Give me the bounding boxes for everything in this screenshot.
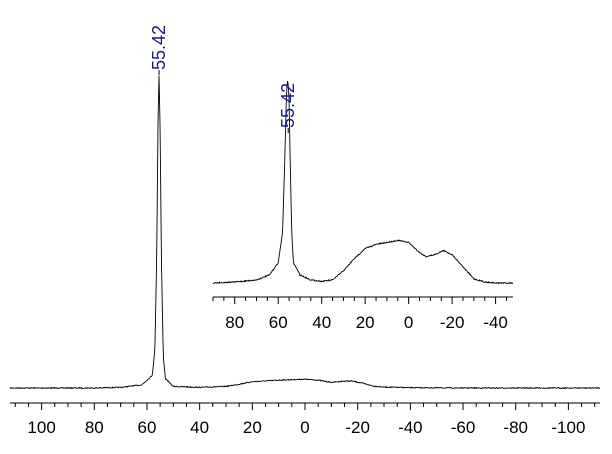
inset-tick-label: 60 xyxy=(269,313,288,332)
main-tick-label: 0 xyxy=(300,418,309,437)
main-tick-label: -20 xyxy=(345,418,370,437)
main-tick-label: -80 xyxy=(503,418,528,437)
inset-tick-label: -20 xyxy=(440,313,465,332)
inset-tick-label: 40 xyxy=(312,313,331,332)
main-tick-label: 60 xyxy=(138,418,157,437)
main-spectrum-plot: 100 80 60 40 20 0 -20 -40 -60 -80 -100 55.42 xyxy=(9,25,601,437)
main-tick-label: -100 xyxy=(551,418,585,437)
main-spectrum-line xyxy=(9,75,601,390)
main-tick-label: -60 xyxy=(451,418,476,437)
main-tick-label: 40 xyxy=(190,418,209,437)
main-tick-label: 20 xyxy=(243,418,262,437)
inset-tick-label: -40 xyxy=(483,313,508,332)
inset-tick-label: 20 xyxy=(356,313,375,332)
main-tick-label: 100 xyxy=(27,418,55,437)
inset-spectrum-plot: 80 60 40 20 0 -20 -40 55.42 xyxy=(212,80,514,332)
inset-peak-label: 55.42 xyxy=(278,83,298,128)
inset-tick-label: 0 xyxy=(404,313,413,332)
inset-spectrum-line xyxy=(212,80,514,285)
inset-tick-label: 80 xyxy=(225,313,244,332)
main-peak-label: 55.42 xyxy=(149,25,169,70)
main-tick-label: -40 xyxy=(398,418,423,437)
main-tick-label: 80 xyxy=(85,418,104,437)
